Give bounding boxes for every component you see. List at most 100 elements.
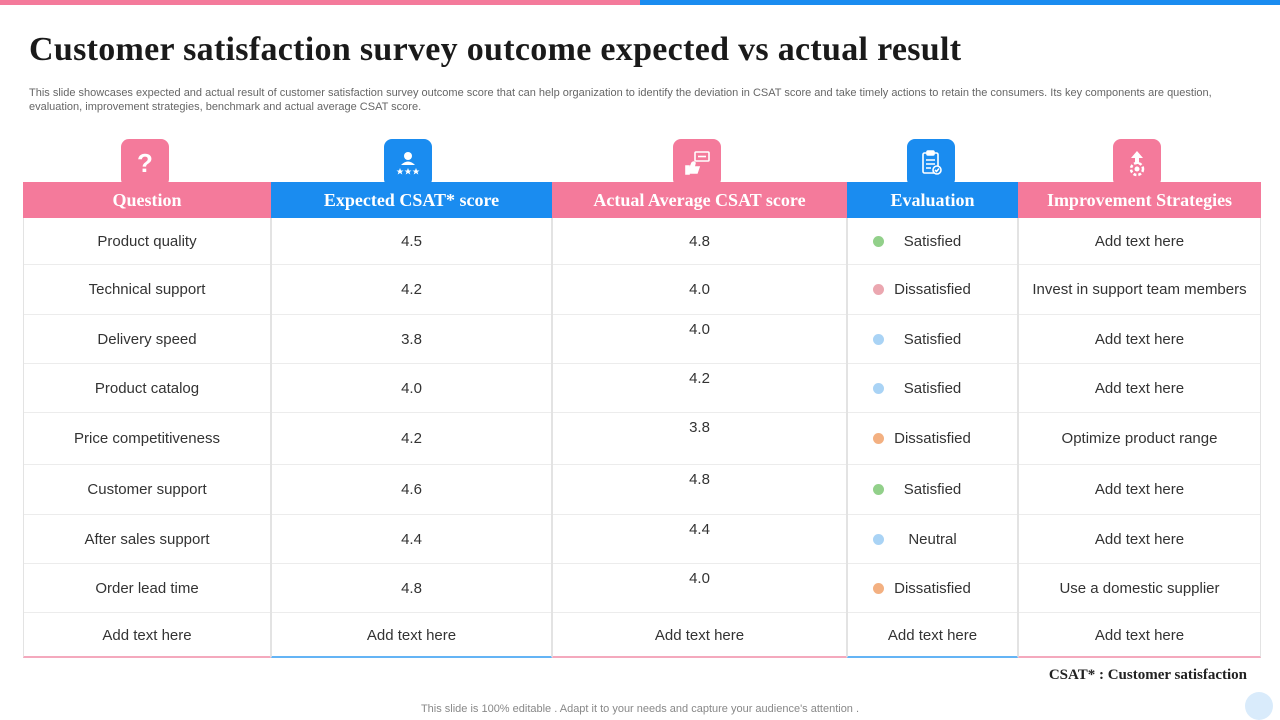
strategy-cell-text: Optimize product range (1061, 430, 1218, 447)
strategy-cell: Add text here (1019, 218, 1260, 265)
question-icon: ? (121, 139, 169, 187)
slide-description: This slide showcases expected and actual… (29, 87, 1212, 113)
evaluation-cell: Dissatisfied (848, 413, 1017, 465)
strategy-cell-text: Add text here (1094, 627, 1185, 644)
actual-score-cell: 4.0 (553, 564, 846, 613)
question-cell-text: Add text here (102, 627, 192, 644)
evaluation-cell-text: Satisfied (903, 330, 962, 348)
evaluation-cell-text: Satisfied (903, 481, 962, 498)
actual-score-cell: Add text here (553, 613, 846, 658)
actual-score-cell: 4.8 (553, 218, 846, 265)
expected-score-cell-text: 4.4 (401, 530, 422, 548)
actual-score-cell: 4.0 (553, 315, 846, 364)
corner-decoration (1245, 692, 1273, 720)
evaluation-cell: Satisfied (848, 465, 1017, 515)
actual-score-cell-text: 4.8 (689, 232, 710, 250)
footer-note: This slide is 100% editable . Adapt it t… (420, 703, 860, 715)
csat-footnote: CSAT* : Customer satisfaction (1048, 667, 1247, 683)
status-dot-icon (873, 284, 884, 295)
header-actual-csat: Actual Average CSAT score (552, 182, 847, 218)
header-improvement-strategies: Improvement Strategies (1018, 182, 1261, 218)
question-cell-text: Product catalog (94, 379, 200, 397)
status-dot-icon (873, 235, 884, 247)
expected-score-cell-text: Add text here (366, 627, 457, 644)
question-cell: Add text here (24, 613, 270, 658)
expected-score-cell: 4.5 (272, 218, 551, 265)
expected-score-cell-text: 4.6 (401, 481, 422, 498)
question-cell-text: Customer support (87, 481, 207, 498)
question-cell: Delivery speed (24, 315, 270, 364)
actual-score-cell: 4.2 (553, 364, 846, 413)
strategy-cell: Add text here (1019, 465, 1260, 515)
evaluation-cell-text: Satisfied (903, 232, 962, 250)
strategy-cell: Add text here (1019, 315, 1260, 364)
column-improvement-strategies: Add text here Invest in support team memb… (1018, 218, 1261, 658)
question-cell: After sales support (24, 515, 270, 564)
question-cell-text: After sales support (84, 530, 210, 548)
expected-score-cell: Add text here (272, 613, 551, 658)
strategy-cell-text: Add text here (1094, 481, 1185, 498)
question-cell: Product quality (24, 218, 270, 265)
question-cell-text: Product quality (97, 232, 197, 250)
actual-score-cell-text: 4.0 (689, 321, 710, 338)
evaluation-cell-text: Satisfied (903, 379, 962, 397)
strategy-cell: Add text here (1019, 613, 1260, 658)
question-cell: Technical support (24, 265, 270, 315)
status-dot-icon (873, 533, 884, 545)
evaluation-cell-text: Dissatisfied (894, 281, 971, 298)
question-cell: Product catalog (24, 364, 270, 413)
rating-person-icon (384, 139, 432, 187)
strategy-cell-text: Invest in support team members (1032, 281, 1247, 298)
question-cell-text: Price competitiveness (74, 430, 220, 447)
expected-score-cell: 4.4 (272, 515, 551, 564)
strategy-cell: Invest in support team members (1019, 265, 1260, 315)
question-cell-text: Order lead time (95, 579, 199, 597)
evaluation-cell: Satisfied (848, 218, 1017, 265)
actual-score-cell: 3.8 (553, 413, 846, 465)
evaluation-cell: Dissatisfied (848, 265, 1017, 315)
page-title: Customer satisfaction survey outcome exp… (29, 31, 962, 68)
evaluation-cell: Satisfied (848, 364, 1017, 413)
expected-score-cell: 4.2 (272, 265, 551, 315)
evaluation-cell: Satisfied (848, 315, 1017, 364)
actual-score-cell: 4.0 (553, 265, 846, 315)
evaluation-cell-text: Dissatisfied (894, 430, 971, 447)
strategy-cell: Optimize product range (1019, 413, 1260, 465)
growth-gear-icon (1113, 139, 1161, 187)
evaluation-cell: Dissatisfied (848, 564, 1017, 613)
strategy-cell-text: Use a domestic supplier (1059, 579, 1220, 597)
expected-score-cell: 4.8 (272, 564, 551, 613)
top-accent-bar-blue (640, 0, 1280, 5)
header-expected-csat: Expected CSAT* score (271, 182, 552, 218)
actual-score-cell-text: 4.4 (689, 521, 710, 538)
column-expected-csat: 4.5 4.2 3.8 4.0 4.2 4.6 4.4 4.8 Add text here (271, 218, 552, 658)
actual-score-cell: 4.4 (553, 515, 846, 564)
evaluation-cell-text: Neutral (908, 530, 957, 548)
svg-text:?: ? (137, 148, 153, 178)
status-dot-icon (873, 484, 884, 495)
evaluation-cell: Add text here (848, 613, 1017, 658)
actual-score-cell-text: 3.8 (689, 419, 710, 436)
expected-score-cell: 3.8 (272, 315, 551, 364)
actual-score-cell: 4.8 (553, 465, 846, 515)
evaluation-cell-text: Add text here (887, 627, 978, 644)
column-actual-csat: 4.8 4.0 4.0 4.2 3.8 4.8 4.4 4.0 Add text here (552, 218, 847, 658)
expected-score-cell: 4.0 (272, 364, 551, 413)
strategy-cell: Use a domestic supplier (1019, 564, 1260, 613)
question-cell: Order lead time (24, 564, 270, 613)
strategy-cell-text: Add text here (1094, 379, 1185, 397)
actual-score-cell-text: Add text here (654, 627, 745, 644)
status-dot-icon (873, 382, 884, 394)
evaluation-cell-text: Dissatisfied (894, 579, 971, 597)
strategy-cell-text: Add text here (1094, 232, 1185, 250)
question-cell: Price competitiveness (24, 413, 270, 465)
column-evaluation: Satisfied Dissatisfied Satisfied Satisfied D… (847, 218, 1018, 658)
strategy-cell: Add text here (1019, 515, 1260, 564)
header-question: Question (23, 182, 271, 218)
strategy-cell-text: Add text here (1094, 530, 1185, 548)
expected-score-cell: 4.6 (272, 465, 551, 515)
evaluation-cell: Neutral (848, 515, 1017, 564)
expected-score-cell-text: 4.2 (401, 430, 422, 447)
clipboard-check-icon (907, 139, 955, 187)
actual-score-cell-text: 4.0 (689, 281, 710, 298)
